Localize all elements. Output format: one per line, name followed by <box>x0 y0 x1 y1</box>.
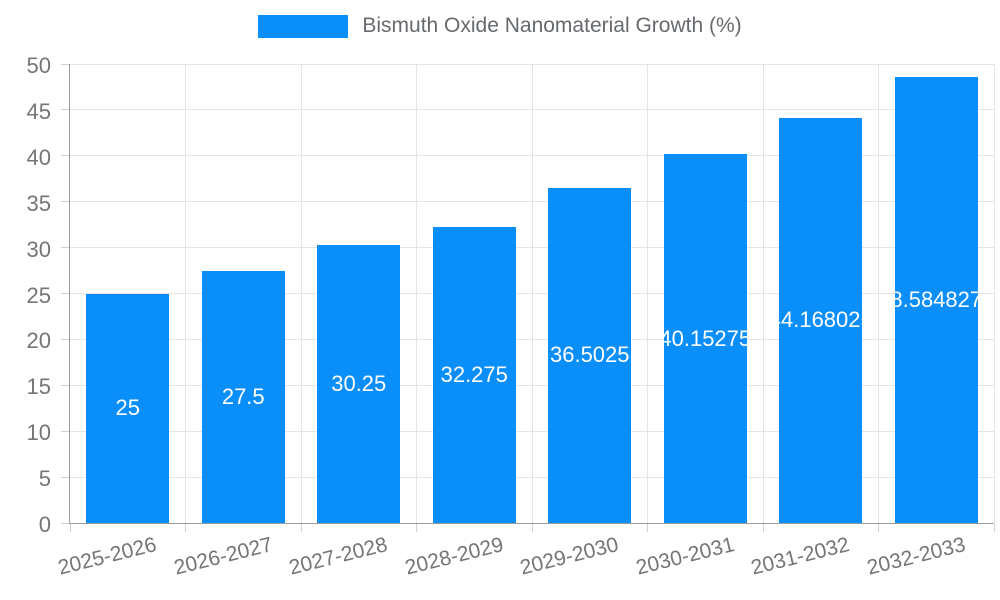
y-axis-label: 50 <box>26 53 51 78</box>
y-axis-tick <box>61 430 69 432</box>
bar-value-label: 32.275 <box>440 361 508 387</box>
bar[interactable]: 40.15275 <box>663 154 747 523</box>
y-axis-tick <box>61 155 69 157</box>
y-axis-label: 10 <box>26 420 51 446</box>
x-axis-tick <box>878 524 879 532</box>
x-gridline <box>878 64 879 523</box>
plot-area: 0 5 10 15 20 25 30 35 40 45 50 25 2025-2026 27.5 2026-… <box>27 55 995 580</box>
y-axis-tick <box>61 522 69 524</box>
legend-swatch[interactable] <box>258 14 349 38</box>
bar-value-label: 27.5 <box>221 383 265 409</box>
y-axis-tick <box>61 338 69 340</box>
y-axis-label: 30 <box>26 236 51 262</box>
bar[interactable]: 48.5848275 <box>894 77 978 523</box>
x-gridline <box>993 64 995 523</box>
x-axis-tick <box>531 524 533 532</box>
bar-value-label: 44.168025 <box>779 307 862 333</box>
x-axis-tick <box>300 524 302 532</box>
x-axis-label: 2029-2030 <box>518 533 622 580</box>
x-gridline <box>531 64 533 523</box>
x-axis-tick <box>762 524 764 532</box>
bar[interactable]: 25 <box>86 293 170 523</box>
y-axis-tick <box>61 109 69 111</box>
x-axis-label: 2028-2029 <box>402 533 506 580</box>
y-axis-label: 20 <box>26 328 51 354</box>
y-axis-tick <box>61 201 69 203</box>
bar-value-label: 36.5025 <box>549 342 630 368</box>
x-axis-label: 2032-2033 <box>864 533 968 580</box>
x-axis-label: 2030-2031 <box>633 533 737 580</box>
bar-value-label: 30.25 <box>331 371 387 397</box>
y-axis-label: 25 <box>26 282 51 308</box>
y-axis-tick <box>61 384 69 386</box>
x-axis-label: 2025-2026 <box>56 533 160 580</box>
x-axis-tick <box>416 524 417 532</box>
bar[interactable]: 32.275 <box>432 226 516 523</box>
y-axis-label: 40 <box>26 144 51 170</box>
x-gridline <box>762 64 764 523</box>
x-axis-tick <box>185 524 186 532</box>
y-axis-label: 35 <box>26 190 51 216</box>
y-axis-tick <box>61 293 69 294</box>
y-axis-label: 45 <box>26 98 51 124</box>
x-axis-tick <box>647 524 648 532</box>
x-gridline <box>416 64 417 523</box>
x-gridline <box>300 64 302 523</box>
y-axis-tick <box>61 247 69 249</box>
x-axis-label: 2027-2028 <box>287 533 391 580</box>
y-axis-label: 5 <box>38 466 51 492</box>
x-axis-tick <box>69 524 71 532</box>
x-axis-label: 2031-2032 <box>749 533 853 580</box>
x-axis-label: 2026-2027 <box>171 533 275 580</box>
legend: Bismuth Oxide Nanomaterial Growth (%) <box>0 14 1000 38</box>
bar-value-label: 40.15275 <box>663 325 747 351</box>
bar[interactable]: 44.168025 <box>779 117 863 523</box>
y-axis-label: 15 <box>26 374 51 400</box>
x-axis-tick <box>993 524 995 532</box>
y-axis-label: 0 <box>38 512 51 537</box>
y-axis-tick <box>61 476 69 478</box>
bar[interactable]: 36.5025 <box>548 187 632 523</box>
bar-value-label: 25 <box>115 395 140 421</box>
bar[interactable]: 30.25 <box>317 245 401 523</box>
bar-value-label: 48.5848275 <box>894 287 978 312</box>
x-gridline <box>647 64 648 523</box>
bar[interactable]: 27.5 <box>201 270 285 523</box>
x-gridline <box>185 64 186 523</box>
legend-label[interactable]: Bismuth Oxide Nanomaterial Growth (%) <box>362 14 742 37</box>
y-axis-tick <box>61 63 69 65</box>
